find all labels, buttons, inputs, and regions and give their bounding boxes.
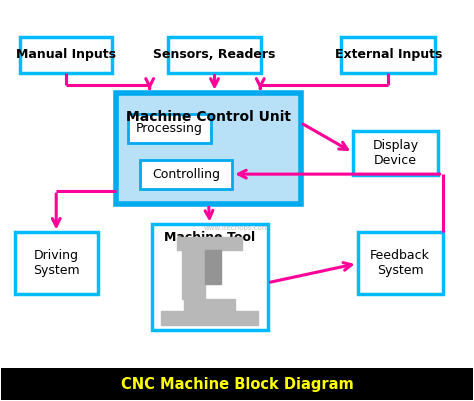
FancyBboxPatch shape <box>128 114 211 143</box>
Polygon shape <box>184 299 235 311</box>
FancyBboxPatch shape <box>140 160 232 188</box>
Polygon shape <box>177 237 242 250</box>
FancyBboxPatch shape <box>341 36 436 73</box>
Text: Driving
System: Driving System <box>33 249 80 277</box>
FancyBboxPatch shape <box>15 233 98 294</box>
Polygon shape <box>205 250 221 284</box>
Text: Machine Control Unit: Machine Control Unit <box>126 109 291 124</box>
FancyBboxPatch shape <box>152 225 268 330</box>
FancyBboxPatch shape <box>357 233 443 294</box>
Text: Sensors, Readers: Sensors, Readers <box>154 48 276 61</box>
FancyBboxPatch shape <box>117 93 301 205</box>
Text: Machine Tool: Machine Tool <box>164 231 255 244</box>
FancyBboxPatch shape <box>168 36 261 73</box>
Text: External Inputs: External Inputs <box>335 48 442 61</box>
Polygon shape <box>182 246 205 299</box>
Text: Processing: Processing <box>136 122 203 135</box>
Text: Feedback
System: Feedback System <box>370 249 430 277</box>
Text: Manual Inputs: Manual Inputs <box>16 48 116 61</box>
Polygon shape <box>161 311 258 325</box>
FancyBboxPatch shape <box>353 131 438 174</box>
Text: Controlling: Controlling <box>152 168 220 180</box>
Text: Display
Device: Display Device <box>372 139 419 166</box>
FancyBboxPatch shape <box>0 369 474 400</box>
Text: CNC Machine Block Diagram: CNC Machine Block Diagram <box>120 377 354 392</box>
Text: www.itechops.com: www.itechops.com <box>204 225 270 231</box>
FancyBboxPatch shape <box>19 36 112 73</box>
